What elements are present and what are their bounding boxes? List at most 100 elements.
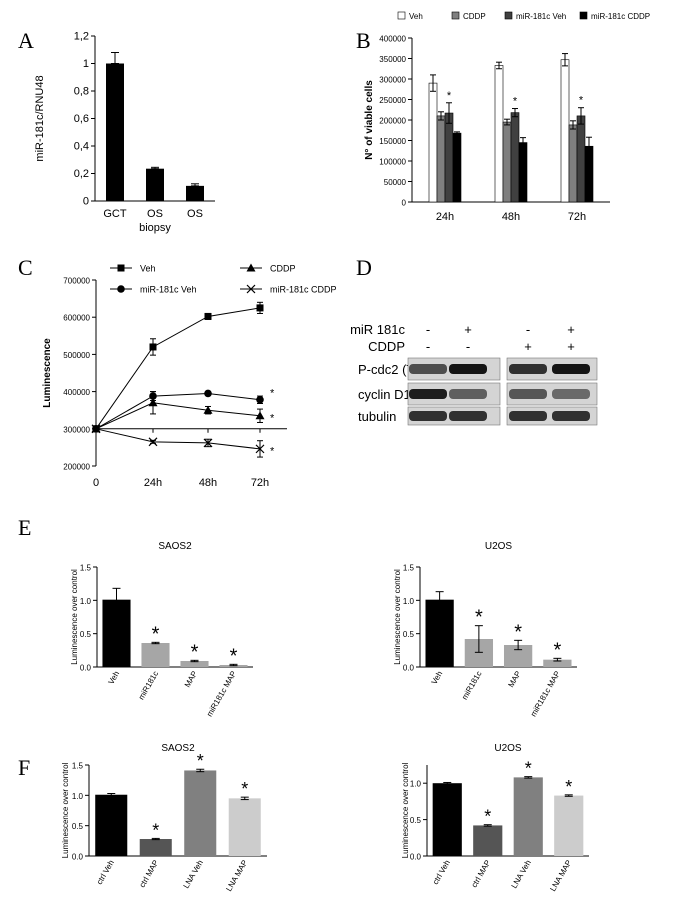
- panel-c-y-tick-label: 700000: [63, 277, 90, 286]
- panel-e2-x-tick-label: miR181c MAP: [529, 670, 562, 719]
- panel-e2-y-tick-label: 1.0: [403, 597, 415, 606]
- panel-c-marker-cross: [246, 284, 256, 294]
- panel-b-significance: *: [447, 90, 452, 102]
- panel-c-marker-square: [256, 304, 264, 312]
- panel-c-marker-circle: [117, 285, 125, 293]
- panel-c-marker-triangle: [255, 411, 265, 420]
- western-blot-band: [409, 389, 447, 399]
- western-blot-sign: +: [567, 322, 575, 337]
- western-blot-band: [409, 411, 447, 421]
- panel-e1-y-label: Luminescence over control: [70, 569, 79, 665]
- western-blot-condition-label: miR 181c: [350, 322, 405, 337]
- panel-f1-bar: [184, 770, 217, 856]
- panel-b-legend-label: miR-181c Veh: [516, 12, 566, 21]
- panel-c-y-tick-label: 500000: [63, 351, 90, 360]
- panel-f1-chart: 0.0 0.5 1.0 1.5 ctrl Veh ctrl MAP * LNA Veh * LNA…: [61, 743, 267, 893]
- panel-a-bar: [106, 63, 124, 201]
- panel-a-chart: 0 0,2 0,4 0,6 0,8 1 1,2 GCT OS biopsy OS miR-181c/R…: [34, 31, 215, 234]
- panel-f1-significance: *: [152, 820, 159, 840]
- panel-e1-x-tick-label: miR181c MAP: [205, 670, 238, 719]
- panel-c-x-tick-label: 24h: [144, 477, 162, 489]
- panel-a-y-tick-label: 1: [83, 58, 89, 70]
- panel-b-legend-swatch: [579, 11, 588, 20]
- panel-f1-title: SAOS2: [161, 743, 195, 754]
- panel-f1-bar: [139, 839, 172, 856]
- panel-f2-title: U2OS: [494, 743, 522, 754]
- panel-b-y-tick-label: 0: [402, 199, 407, 208]
- panel-b-legend-label: miR-181c CDDP: [591, 12, 650, 21]
- western-blot-band: [409, 364, 447, 374]
- panel-f2-bar: [432, 783, 462, 856]
- panel-a-y-tick-label: 0,8: [74, 86, 89, 98]
- panel-f2-significance: *: [525, 759, 532, 779]
- panel-letter-c: C: [18, 255, 33, 280]
- panel-b-x-tick-label: 72h: [568, 211, 586, 223]
- panel-e2-bar: [425, 599, 454, 667]
- panel-c-x-tick-label: 0: [93, 477, 99, 489]
- panel-c-y-tick-label: 400000: [63, 388, 90, 397]
- panel-f1-bar: [95, 794, 128, 856]
- panel-f1-x-tick-label: LNA Veh: [182, 859, 205, 890]
- western-blot-sign: +: [464, 322, 472, 337]
- panel-b-bar: [494, 65, 504, 203]
- panel-e2-significance: *: [475, 607, 483, 629]
- western-blot-sign: -: [426, 339, 430, 354]
- panel-b-legend-swatch: [397, 11, 406, 20]
- panel-c-marker-square: [149, 343, 157, 351]
- western-blot-condition-label: CDDP: [368, 339, 405, 354]
- panel-c-legend-label: miR-181c CDDP: [270, 285, 337, 295]
- panel-e1-y-tick-label: 1.5: [80, 564, 92, 573]
- panel-b-bar: [576, 115, 586, 203]
- panel-c-marker-square: [204, 312, 212, 320]
- panel-e1-x-tick-label: Veh: [107, 670, 122, 686]
- panel-e1-significance: *: [191, 641, 199, 663]
- panel-c-series-line: [95, 402, 261, 430]
- panel-c-significance: *: [270, 413, 275, 425]
- panel-f2-significance: *: [484, 807, 491, 827]
- panel-c-y-tick-label: 300000: [63, 425, 90, 434]
- panel-f2-x-tick-label: ctrl Veh: [431, 859, 452, 887]
- panel-b-y-tick-label: 400000: [379, 35, 406, 44]
- panel-f1-y-label: Luminescence over control: [61, 762, 70, 858]
- panel-b-y-tick-label: 300000: [379, 76, 406, 85]
- panel-f2-y-label: Luminescence over control: [401, 762, 410, 858]
- panel-b-bar: [436, 115, 446, 203]
- panel-e1-y-tick-label: 1.0: [80, 597, 92, 606]
- panel-f2-x-tick-label: LNA Veh: [510, 859, 533, 890]
- panel-e2-y-tick-label: 0.0: [403, 664, 415, 673]
- panel-e1-x-tick-label: MAP: [183, 670, 199, 690]
- panel-b-y-tick-label: 250000: [379, 96, 406, 105]
- panel-c-marker-triangle: [246, 263, 256, 272]
- western-blot-band: [509, 364, 547, 374]
- western-blot-band: [552, 411, 590, 421]
- panel-c-y-tick-label: 200000: [63, 463, 90, 472]
- panel-c-marker-square: [117, 264, 125, 272]
- western-blot-row-label: tubulin: [358, 409, 396, 424]
- panel-f2-x-tick-label: ctrl MAP: [470, 859, 493, 890]
- panel-b-bar: [428, 82, 438, 203]
- panel-b-bar: [560, 59, 570, 203]
- panel-f2-x-tick-label: LNA MAP: [548, 859, 573, 894]
- panel-b-y-tick-label: 350000: [379, 55, 406, 64]
- panel-c-significance: *: [270, 387, 275, 399]
- panel-c-marker-circle: [204, 389, 212, 398]
- panel-f1-y-tick-label: 0.5: [72, 822, 84, 831]
- panel-b-bar: [568, 124, 578, 203]
- western-blot-band: [449, 389, 487, 399]
- panel-b-bar: [510, 112, 520, 203]
- western-blot-band: [449, 411, 487, 421]
- panel-c-x-tick-label: 72h: [251, 477, 269, 489]
- panel-e1-x-tick-label: miR181c: [137, 670, 161, 702]
- panel-b-legend-swatch: [451, 11, 460, 20]
- panel-a-bar: [146, 168, 164, 201]
- western-blot-band: [552, 364, 590, 374]
- panel-f1-x-tick-label: LNA MAP: [224, 859, 249, 894]
- panel-f1-x-tick-label: ctrl MAP: [138, 859, 161, 890]
- panel-f1-y-tick-label: 1.5: [72, 762, 84, 771]
- panel-b-y-tick-label: 200000: [379, 117, 406, 126]
- panel-a-y-label: miR-181c/RNU48: [34, 75, 46, 161]
- panel-f2-bar: [513, 777, 543, 856]
- panel-c-significance: *: [270, 446, 275, 458]
- panel-e1-significance: *: [152, 623, 160, 645]
- panel-letter-f: F: [18, 755, 30, 780]
